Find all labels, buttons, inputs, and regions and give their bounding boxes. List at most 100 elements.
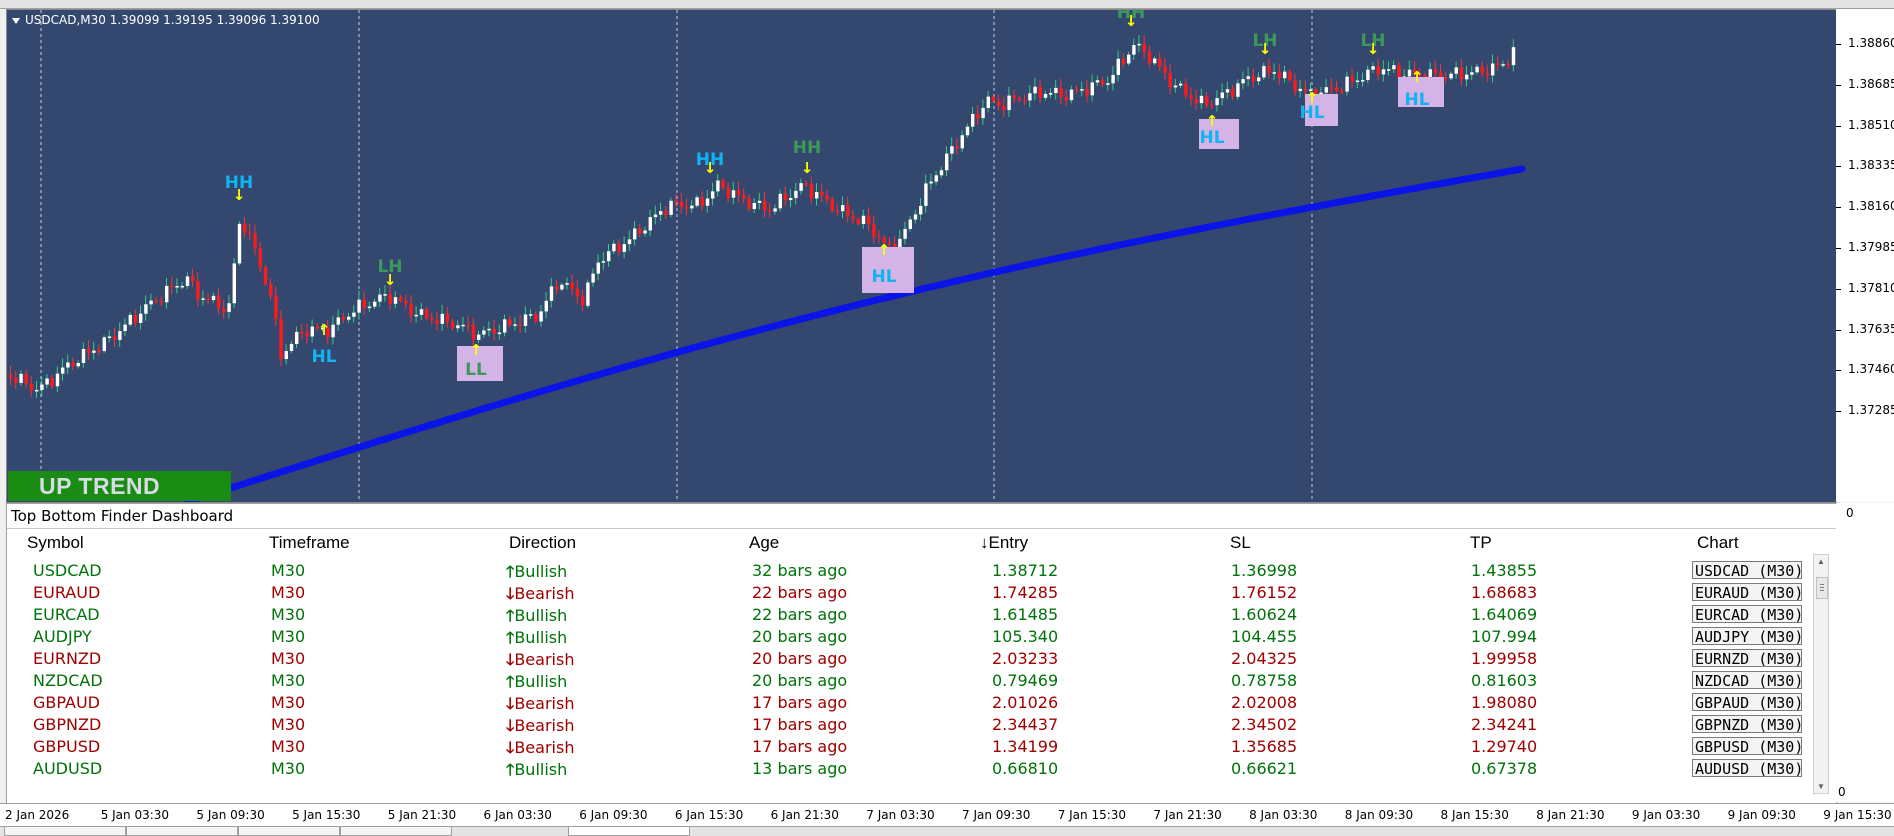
- dashboard-scale: 0 0: [1836, 503, 1894, 802]
- column-header-symbol[interactable]: Symbol: [27, 533, 84, 552]
- candle-body: [1231, 89, 1235, 97]
- price-tick-label: 1.37635: [1848, 321, 1894, 336]
- candle-body: [955, 146, 959, 149]
- candle-body: [144, 304, 148, 314]
- table-row[interactable]: USDCAD M30 🡑Bullish 32 bars ago 1.38712 1.369…: [7, 560, 1827, 582]
- table-row[interactable]: GBPUSD M30 🡓Bearish 17 bars ago 1.34199 1.356…: [7, 736, 1827, 758]
- table-row[interactable]: NZDCAD M30 🡑Bullish 20 bars ago 0.79469 0.787…: [7, 670, 1827, 692]
- candle-body: [919, 205, 923, 215]
- candle-body: [716, 180, 720, 192]
- open-chart-button[interactable]: USDCAD (M30): [1692, 561, 1802, 579]
- candle-body: [846, 205, 850, 217]
- open-chart-button[interactable]: EURAUD (M30): [1692, 583, 1802, 601]
- candle-body: [882, 238, 886, 243]
- table-row[interactable]: GBPNZD M30 🡓Bearish 17 bars ago 2.34437 2.345…: [7, 714, 1827, 736]
- price-tick-mark: [1836, 370, 1841, 372]
- table-row[interactable]: EURAUD M30 🡓Bearish 22 bars ago 1.74285 1.761…: [7, 582, 1827, 604]
- candle-body: [1475, 66, 1479, 73]
- arrow-up-icon: ↑: [318, 321, 331, 339]
- collapse-triangle-icon[interactable]: [12, 17, 20, 24]
- candle-body: [159, 301, 164, 303]
- open-chart-button[interactable]: GBPNZD (M30): [1692, 715, 1802, 733]
- age-cell: 17 bars ago: [752, 715, 848, 734]
- column-header-age[interactable]: Age: [749, 533, 780, 552]
- candle-body: [721, 180, 725, 188]
- candle-body: [711, 191, 715, 199]
- column-header-timeframe[interactable]: Timeframe: [269, 533, 350, 552]
- direction-label: Bearish: [514, 738, 575, 757]
- candle-body: [763, 200, 767, 211]
- open-chart-button[interactable]: AUDJPY (M30): [1692, 627, 1802, 645]
- arrow-up-icon: ↑: [470, 341, 483, 359]
- open-chart-button[interactable]: GBPUSD (M30): [1692, 737, 1802, 755]
- candle-body: [695, 197, 699, 206]
- candle-body: [279, 318, 283, 360]
- arrow-down-icon: ↓: [1125, 12, 1138, 30]
- time-tick-label: 9 Jan 09:30: [1727, 808, 1796, 822]
- open-chart-button[interactable]: GBPAUD (M30): [1692, 693, 1802, 711]
- candle-body: [1340, 90, 1344, 93]
- column-header-chart[interactable]: Chart: [1697, 533, 1739, 552]
- candle-body: [107, 336, 112, 338]
- table-row[interactable]: EURNZD M30 🡓Bearish 20 bars ago 2.03233 2.043…: [7, 648, 1827, 670]
- tp-cell: 1.29740: [1471, 737, 1538, 756]
- candle-body: [456, 325, 460, 329]
- candle-body: [664, 211, 668, 215]
- column-header-entry[interactable]: ↓Entry: [980, 533, 1029, 552]
- table-row[interactable]: AUDUSD M30 🡑Bullish 13 bars ago 0.66810 0.666…: [7, 758, 1827, 780]
- open-chart-button[interactable]: EURNZD (M30): [1692, 649, 1802, 667]
- candle-body: [154, 300, 158, 303]
- price-chart[interactable]: HH ↓ LH ↓ HL ↑ LL ↑ HH ↓ HH ↓ HL ↑ HH ↓ HL ↑ LH ↓ HL ↑ LH ↓ HL ↑ …: [6, 9, 1837, 503]
- direction-cell: 🡑Bullish: [506, 627, 567, 654]
- open-chart-button[interactable]: NZDCAD (M30): [1692, 671, 1802, 689]
- time-axis[interactable]: 2 Jan 2026 5 Jan 03:30 5 Jan 09:30 5 Jan 15…: [0, 803, 1894, 826]
- candle-body: [123, 324, 127, 332]
- direction-label: Bullish: [514, 606, 568, 625]
- table-row[interactable]: EURCAD M30 🡑Bullish 22 bars ago 1.61485 1.606…: [7, 604, 1827, 626]
- sl-cell: 0.66621: [1231, 759, 1298, 778]
- candle-body: [685, 206, 689, 209]
- price-tick-label: 1.37460: [1848, 362, 1894, 377]
- candle-body: [1288, 71, 1292, 81]
- candle-body: [861, 215, 866, 224]
- candle-body: [1220, 92, 1224, 99]
- table-row[interactable]: GBPAUD M30 🡓Bearish 17 bars ago 2.01026 2.020…: [7, 692, 1827, 714]
- candle-body: [1392, 65, 1396, 70]
- candle-body: [960, 135, 964, 149]
- candle-body: [1038, 86, 1042, 98]
- candle-body: [1293, 80, 1297, 91]
- candle-body: [305, 332, 309, 337]
- scroll-up-icon[interactable]: ▲: [1817, 557, 1825, 566]
- column-header-sl[interactable]: SL: [1230, 533, 1251, 552]
- candle-body: [1371, 66, 1375, 70]
- table-row[interactable]: AUDJPY M30 🡑Bullish 20 bars ago 105.340 104.4…: [7, 626, 1827, 648]
- candle-body: [1090, 82, 1094, 96]
- candle-body: [1465, 74, 1469, 80]
- candle-body: [1106, 83, 1110, 85]
- scroll-thumb[interactable]: [1816, 577, 1828, 599]
- candle-body: [991, 96, 996, 101]
- column-header-tp[interactable]: TP: [1470, 533, 1492, 552]
- arrow-down-icon: 🡓: [506, 584, 515, 603]
- candle-body: [934, 175, 938, 182]
- candle-body: [939, 170, 944, 176]
- open-chart-button[interactable]: EURCAD (M30): [1692, 605, 1802, 623]
- candle-body: [1137, 43, 1141, 46]
- candle-body: [1366, 69, 1370, 81]
- column-header-direction[interactable]: Direction: [509, 533, 577, 552]
- candle-body: [373, 301, 377, 307]
- grip-line: [1820, 590, 1824, 591]
- direction-cell: 🡑Bullish: [506, 605, 567, 632]
- candle-body: [726, 187, 730, 198]
- arrow-down-icon: 🡓: [506, 738, 515, 757]
- dashboard-scrollbar[interactable]: ▲ ▼: [1813, 554, 1829, 794]
- scroll-down-icon[interactable]: ▼: [1817, 782, 1825, 791]
- entry-cell: 2.01026: [992, 693, 1059, 712]
- candle-body: [908, 219, 912, 229]
- arrow-down-icon: 🡓: [506, 694, 515, 713]
- candle-body: [1335, 87, 1339, 91]
- candle-body: [747, 198, 751, 210]
- price-axis[interactable]: 1.38860 1.38685 1.38510 1.38335 1.38160 1.379…: [1836, 9, 1894, 502]
- grip-line: [1820, 587, 1824, 588]
- open-chart-button[interactable]: AUDUSD (M30): [1692, 759, 1802, 777]
